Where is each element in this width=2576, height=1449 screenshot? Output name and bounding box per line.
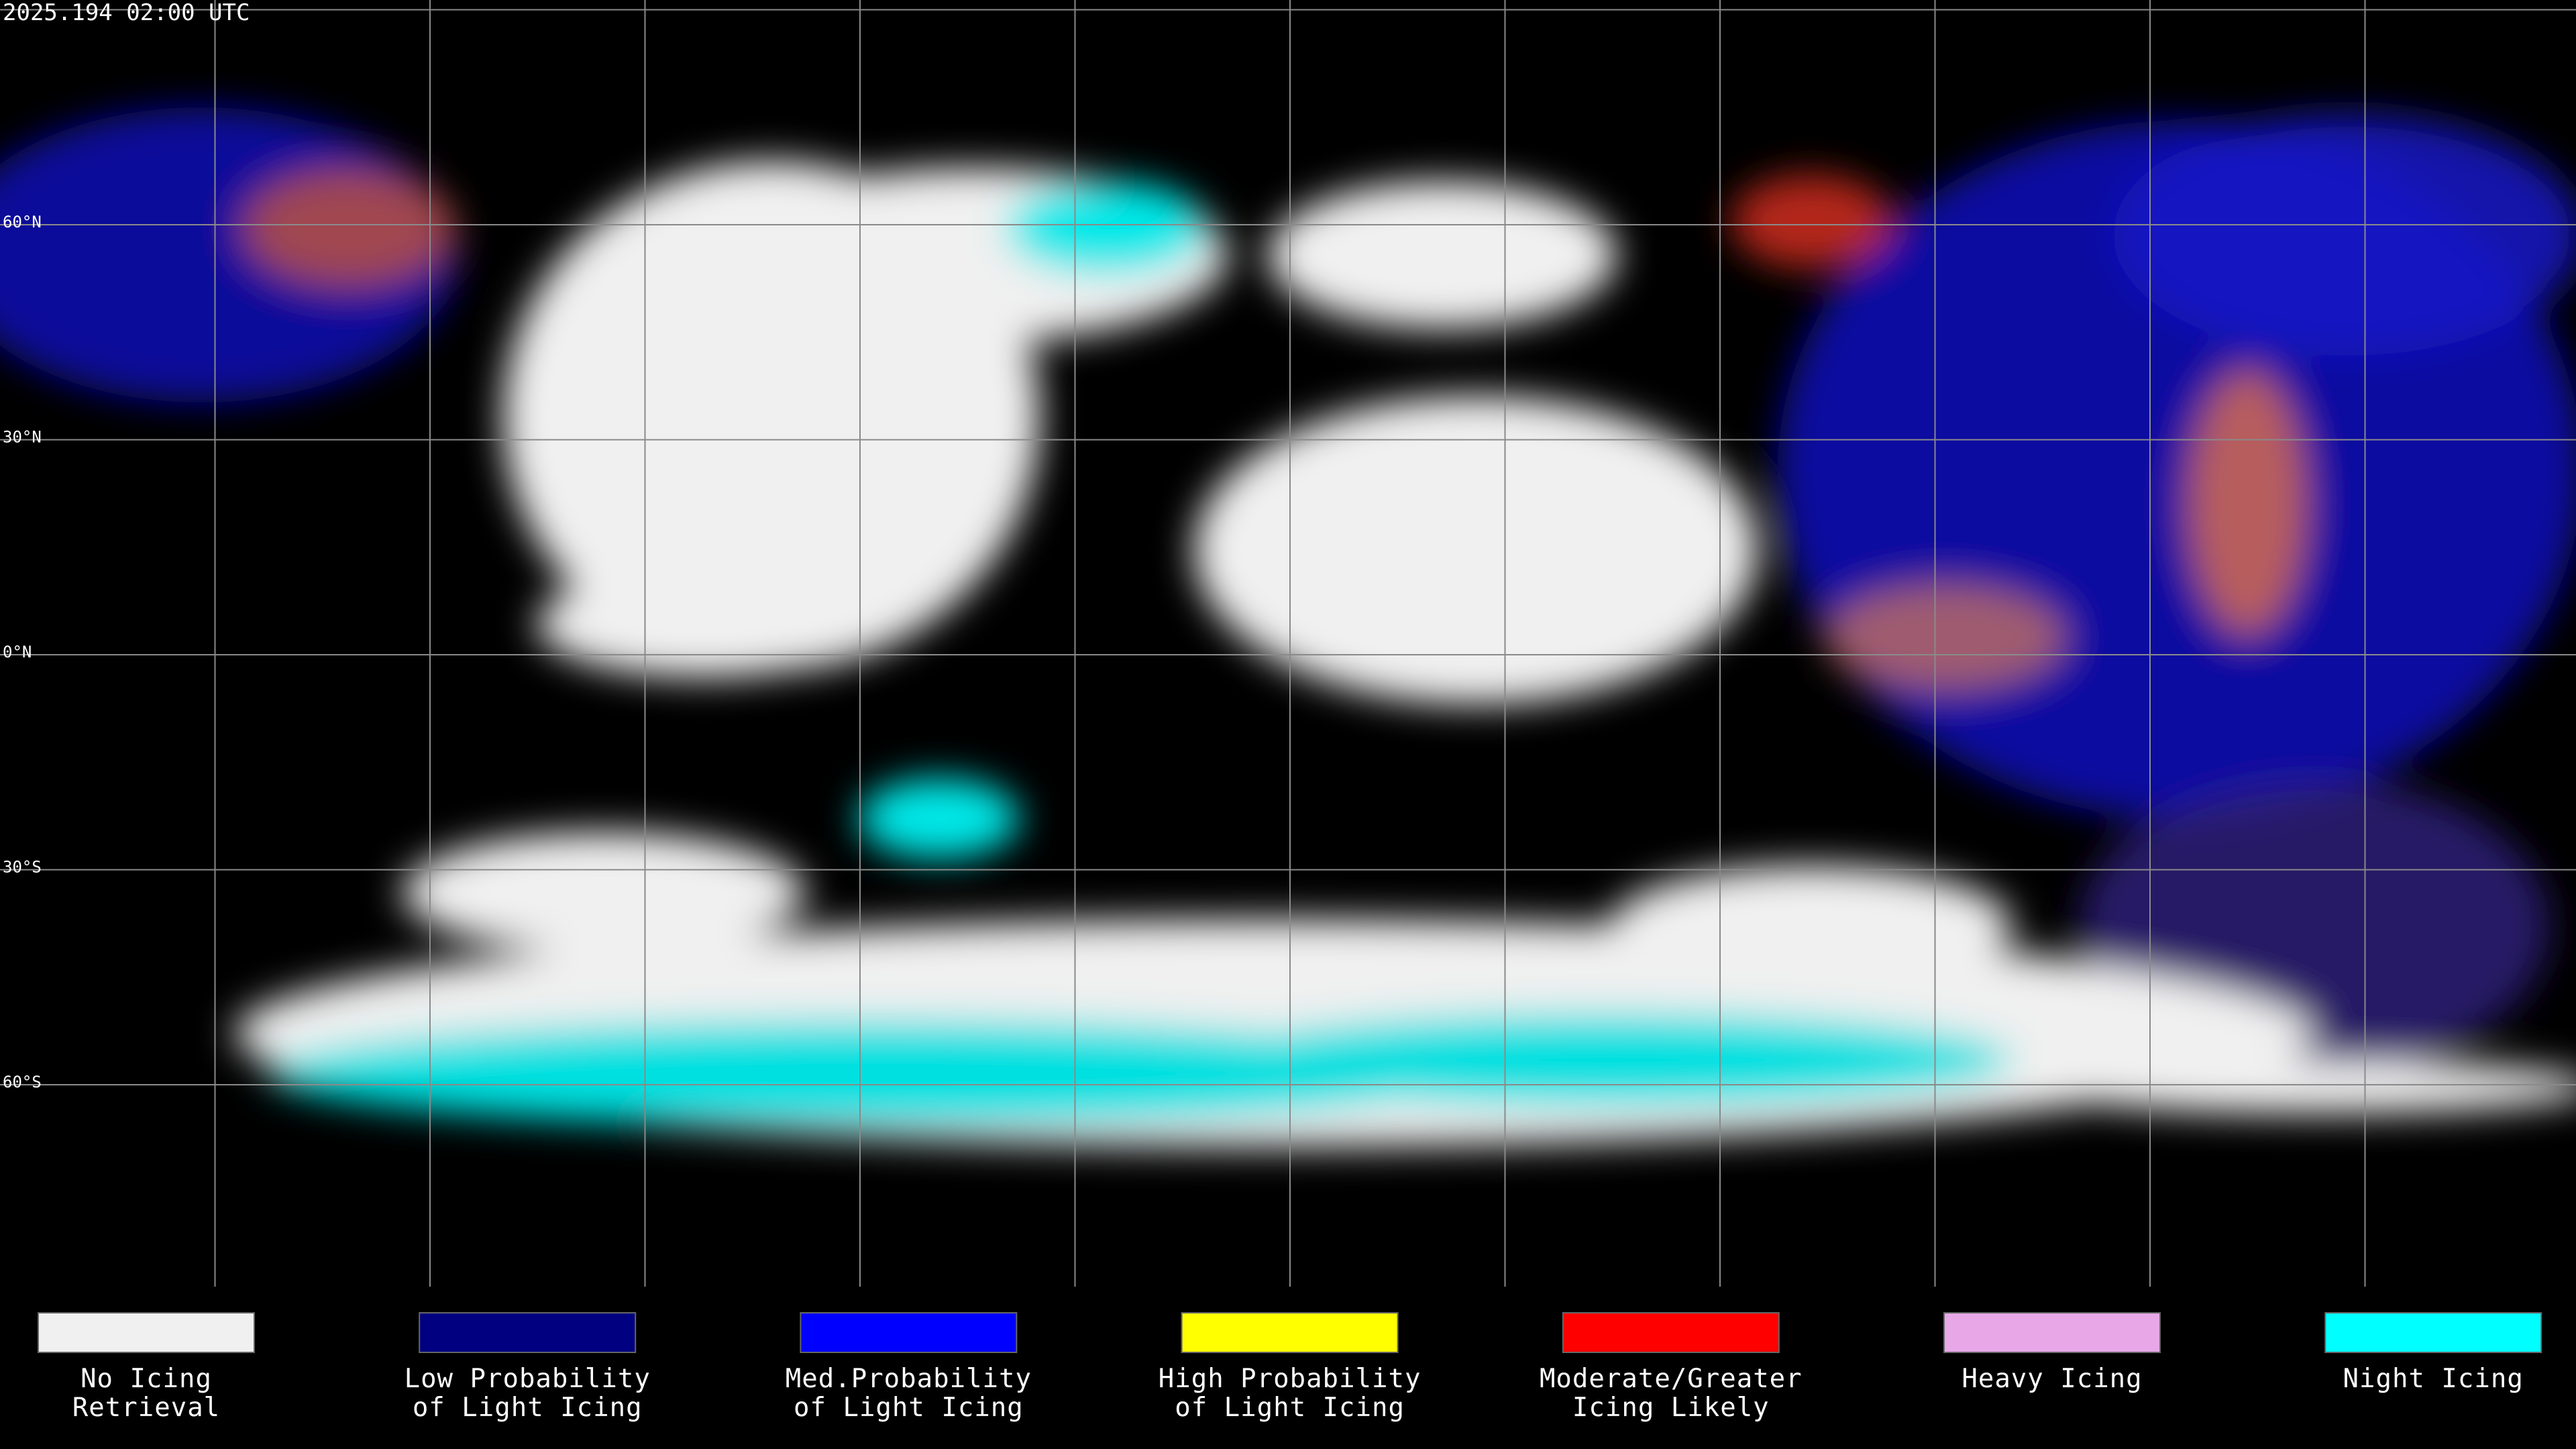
cloud-region (859, 778, 1020, 859)
cloud-region (1610, 865, 2012, 986)
legend-swatch (2324, 1312, 2542, 1353)
latitude-label: 60°N (3, 213, 42, 231)
timestamp: 2025.194 02:00 UTC (3, 0, 250, 26)
legend-label: Retrieval (72, 1393, 220, 1423)
cloud-region (2113, 114, 2576, 356)
legend-label: of Light Icing (413, 1393, 643, 1423)
cloud-region (537, 570, 872, 678)
legend-swatch (1562, 1312, 1780, 1353)
legend-swatch (1181, 1312, 1399, 1353)
cloud-region (2033, 1060, 2576, 1114)
latitude-label: 60°S (3, 1073, 42, 1091)
cloud-region (241, 168, 456, 288)
legend-swatch (419, 1312, 637, 1353)
graticule (0, 0, 2576, 1287)
latitude-label: 30°S (3, 858, 42, 877)
cloud-region (402, 832, 805, 953)
legend-swatch (1943, 1312, 2161, 1353)
cloud-region (268, 1020, 1476, 1127)
legend-label: of Light Icing (1175, 1393, 1405, 1423)
latitude-label: 0°N (3, 643, 32, 661)
legend-label: Low Probability (405, 1364, 651, 1394)
cloud-region (1268, 181, 1617, 329)
cloud-region (1194, 396, 1758, 704)
latitude-labels: 60°N 30°N 0°N 30°S 60°S (3, 213, 42, 1091)
legend-label: No Icing (80, 1364, 212, 1394)
cloud-region (1731, 174, 1892, 268)
map: 60°N 30°N 0°N 30°S 60°S (0, 0, 2576, 1287)
latitude-label: 30°N (3, 428, 42, 447)
cloud-region (1006, 181, 1208, 275)
cloud-region (1208, 1013, 2012, 1107)
legend-swatch (38, 1312, 255, 1353)
cloud-region (2187, 369, 2308, 637)
legend-label: Med.Probability (786, 1364, 1032, 1394)
legend-label: Night Icing (2343, 1364, 2524, 1394)
legend-swatch (800, 1312, 1018, 1353)
legend-label: Moderate/Greater (1540, 1364, 1803, 1394)
cloud-region (1825, 584, 2066, 691)
legend-label: Icing Likely (1572, 1393, 1770, 1423)
legend-label: of Light Icing (794, 1393, 1024, 1423)
cloud-field (0, 107, 2576, 1147)
legend-label: High Probability (1159, 1364, 1421, 1394)
legend-label: Heavy Icing (1962, 1364, 2142, 1394)
